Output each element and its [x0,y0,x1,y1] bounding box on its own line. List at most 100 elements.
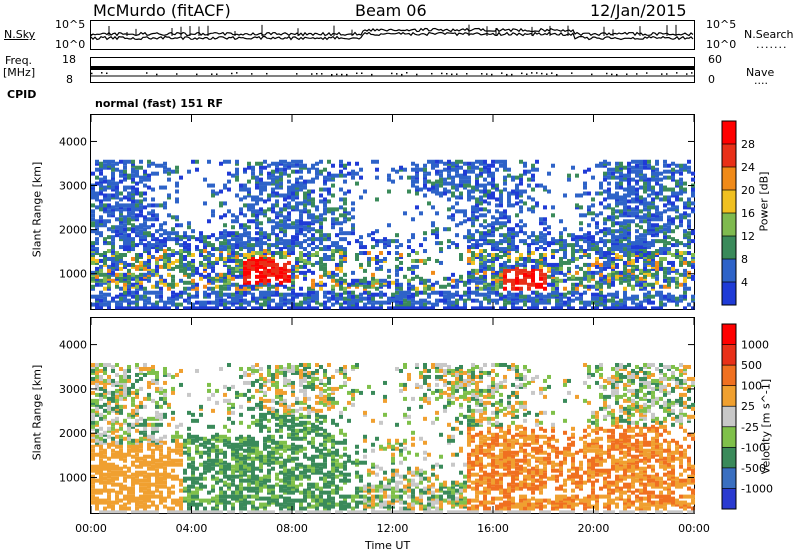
power-cell [219,241,223,246]
power-cell [503,294,507,299]
power-cell [627,278,631,283]
power-cell [559,219,563,224]
power-cell [639,169,643,174]
date-title: 12/Jan/2015 [590,1,687,20]
power-cell [215,191,219,196]
power-cell [99,258,103,263]
vel-cell [199,404,203,409]
vel-cell [95,362,99,367]
power-cell [671,161,675,166]
power-cell [291,264,295,269]
power-cell [435,183,439,188]
power-cell [639,165,643,170]
power-cell [355,253,359,258]
vel-cell [203,460,207,465]
power-cell [423,278,427,283]
power-cell [483,189,487,194]
power-cell [683,286,687,291]
power-cell [311,219,315,224]
power-cell [643,233,647,238]
power-ground-cell [183,306,187,310]
power-cell [207,300,211,305]
power-cell [267,163,271,168]
power-cell [107,282,111,287]
power-cell [487,290,491,295]
power-cell [543,221,547,226]
vel-cell [187,392,191,397]
power-cell [403,298,407,303]
power-cell [427,300,431,305]
power-cell [123,195,127,200]
power-cell [467,245,471,250]
vel-cell [163,460,167,465]
power-cell [215,298,219,303]
power-cell [155,294,159,299]
power-cell [439,247,443,252]
power-cell [203,201,207,206]
freq-dot [451,73,453,76]
power-cell [107,197,111,202]
power-cell [111,163,115,168]
power-cell [483,169,487,174]
vel-cell [199,482,203,487]
power-cell [471,256,475,261]
power-cell [323,262,327,267]
power-cell [675,296,679,301]
power-cell [479,274,483,279]
power-cell [299,300,303,305]
power-cell [179,243,183,248]
power-cell [599,247,603,252]
power-cell [99,282,103,287]
power-cell [683,187,687,192]
power-cell [283,193,287,198]
power-cell [439,173,443,178]
power-cell [459,173,463,178]
power-cell [411,276,415,281]
power-cell [495,203,499,208]
power-cell [319,286,323,291]
power-cell [459,294,463,299]
power-cell [203,177,207,182]
power-cell [679,177,683,182]
vel-cell [115,464,119,469]
vel-cell [159,396,163,401]
power-cell [147,163,151,168]
freq-dot [481,73,483,75]
power-cell [495,298,499,303]
power-cell [427,284,431,289]
power-cell [343,197,347,202]
power-cell [431,286,435,291]
power-cell [483,296,487,301]
power-cell [687,231,691,236]
power-cell [203,245,207,250]
power-cell [127,207,131,212]
power-cell [515,175,519,180]
vel-cell [219,470,223,475]
power-cell [339,163,343,168]
power-cell [243,276,247,281]
power-cell [271,251,275,256]
power-cell [171,227,175,232]
power-cell [487,189,491,194]
power-cell [667,225,671,230]
vel-cell [195,368,199,373]
power-cell [479,253,483,258]
power-cell [435,211,439,216]
freq-dot [446,73,448,75]
vel-cell [127,444,131,449]
vel-cell [99,362,103,367]
power-cell [291,205,295,210]
power-cell [115,185,119,190]
power-cell [159,227,163,232]
vel-cell [119,448,123,453]
power-cell [643,274,647,279]
vel-cell [159,462,163,467]
power-cell [319,193,323,198]
power-cell [259,290,263,295]
power-cell [107,268,111,273]
power-ground-cell [115,306,119,310]
power-cell [239,233,243,238]
vel-cell [91,390,95,395]
power-cell [487,167,491,172]
power-cell [331,302,335,307]
